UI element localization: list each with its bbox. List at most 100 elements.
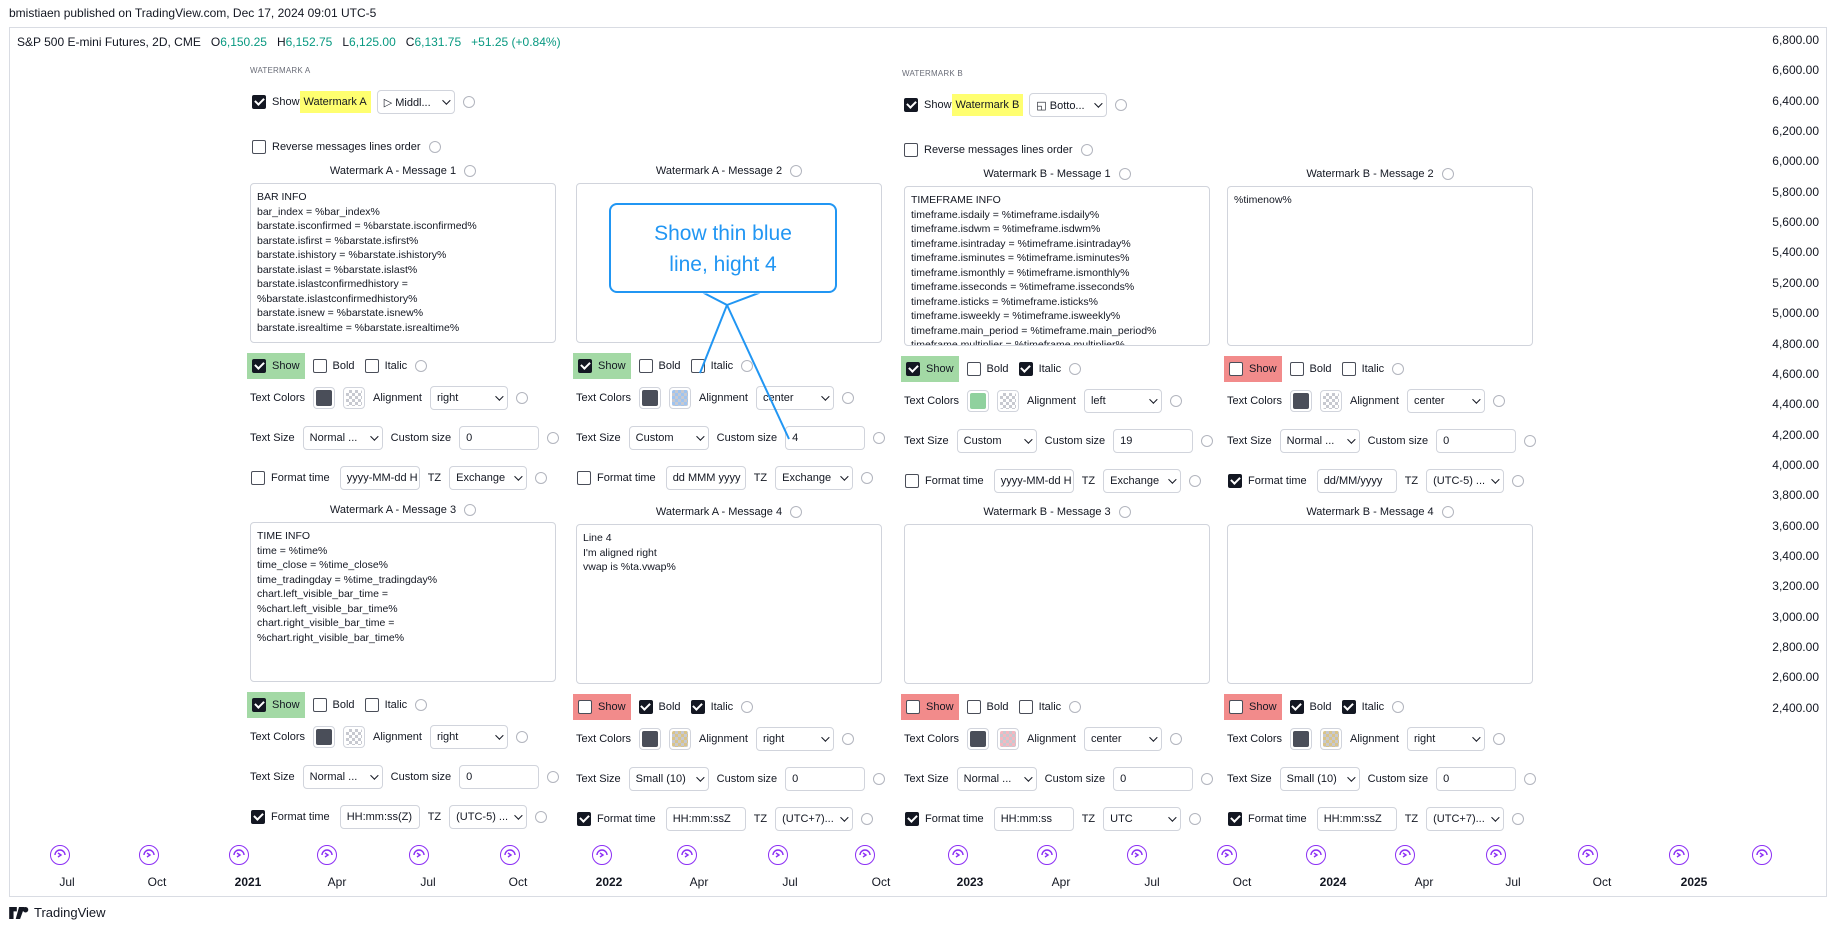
info-icon[interactable]	[535, 811, 548, 823]
dividend-event-icon[interactable]	[1217, 845, 1237, 865]
footer-brand[interactable]: TradingView	[9, 905, 106, 920]
text-size-select[interactable]: Small (10)	[628, 767, 709, 791]
show-watermark-checkbox[interactable]	[904, 98, 918, 112]
text-size-select[interactable]: Custom	[628, 426, 709, 450]
dividend-event-icon[interactable]	[768, 845, 788, 865]
info-icon[interactable]	[741, 701, 754, 713]
background-color-swatch[interactable]	[997, 390, 1020, 412]
timezone-select[interactable]: Exchange	[449, 466, 528, 490]
time-format-input[interactable]: yyyy-MM-dd H	[993, 469, 1074, 493]
info-icon[interactable]	[1118, 506, 1131, 518]
text-color-swatch[interactable]	[967, 390, 990, 412]
info-icon[interactable]	[1492, 733, 1505, 745]
background-color-swatch[interactable]	[1320, 390, 1343, 412]
format-time-checkbox[interactable]	[251, 810, 265, 824]
show-toggle[interactable]: Show	[1224, 694, 1282, 720]
info-icon[interactable]	[428, 141, 441, 153]
time-format-input[interactable]: HH:mm:ss	[993, 807, 1074, 831]
alignment-select[interactable]: left	[1083, 389, 1162, 413]
dividend-event-icon[interactable]	[592, 845, 612, 865]
text-color-swatch[interactable]	[967, 728, 990, 750]
format-time-checkbox[interactable]	[1228, 812, 1242, 826]
dividend-event-icon[interactable]	[1669, 845, 1689, 865]
info-icon[interactable]	[535, 472, 548, 484]
show-checkbox[interactable]	[906, 362, 920, 376]
info-icon[interactable]	[790, 165, 803, 177]
bold-checkbox[interactable]	[638, 700, 653, 714]
dividend-event-icon[interactable]	[1306, 845, 1326, 865]
background-color-swatch[interactable]	[669, 728, 692, 750]
info-icon[interactable]	[1169, 395, 1182, 407]
info-icon[interactable]	[1441, 168, 1454, 180]
show-checkbox[interactable]	[252, 698, 266, 712]
info-icon[interactable]	[547, 771, 560, 783]
show-toggle[interactable]: Show	[247, 353, 305, 379]
info-icon[interactable]	[1441, 506, 1454, 518]
show-checkbox[interactable]	[1229, 700, 1243, 714]
custom-size-input[interactable]: 0	[459, 765, 540, 789]
info-icon[interactable]	[841, 733, 854, 745]
info-icon[interactable]	[464, 504, 477, 516]
info-icon[interactable]	[790, 506, 803, 518]
text-size-select[interactable]: Normal ...	[1279, 429, 1360, 453]
custom-size-input[interactable]: 0	[1436, 429, 1517, 453]
alignment-select[interactable]: right	[755, 727, 834, 751]
dividend-event-icon[interactable]	[229, 845, 249, 865]
format-time-checkbox[interactable]	[251, 471, 265, 485]
dividend-event-icon[interactable]	[1578, 845, 1598, 865]
info-icon[interactable]	[415, 699, 428, 711]
time-format-input[interactable]: dd/MM/yyyy	[1316, 469, 1397, 493]
time-format-input[interactable]: HH:mm:ss(Z)	[339, 805, 420, 829]
show-toggle[interactable]: Show	[573, 353, 631, 379]
custom-size-input[interactable]: 4	[785, 426, 866, 450]
show-toggle[interactable]: Show	[1224, 356, 1282, 382]
format-time-checkbox[interactable]	[577, 471, 591, 485]
info-icon[interactable]	[861, 472, 874, 484]
info-icon[interactable]	[1069, 701, 1082, 713]
text-color-swatch[interactable]	[639, 728, 662, 750]
message-textarea[interactable]: TIMEFRAME INFO timeframe.isdaily = %time…	[904, 186, 1210, 346]
timezone-select[interactable]: (UTC-5) ...	[1426, 469, 1505, 493]
symbol-name[interactable]: S&P 500 E-mini Futures, 2D, CME	[17, 35, 201, 49]
alignment-select[interactable]: right	[1406, 727, 1485, 751]
format-time-checkbox[interactable]	[905, 812, 919, 826]
alignment-select[interactable]: right	[429, 725, 508, 749]
info-icon[interactable]	[1069, 363, 1082, 375]
info-icon[interactable]	[515, 392, 528, 404]
info-icon[interactable]	[1080, 144, 1093, 156]
info-icon[interactable]	[515, 731, 528, 743]
bold-checkbox[interactable]	[966, 362, 981, 376]
info-icon[interactable]	[1118, 168, 1131, 180]
background-color-swatch[interactable]	[997, 728, 1020, 750]
alignment-select[interactable]: center	[1406, 389, 1485, 413]
info-icon[interactable]	[462, 96, 475, 108]
dividend-event-icon[interactable]	[50, 845, 70, 865]
info-icon[interactable]	[1189, 475, 1202, 487]
info-icon[interactable]	[1115, 99, 1128, 111]
info-icon[interactable]	[1524, 773, 1537, 785]
text-color-swatch[interactable]	[313, 387, 336, 409]
info-icon[interactable]	[1512, 475, 1525, 487]
dividend-event-icon[interactable]	[1752, 845, 1772, 865]
custom-size-input[interactable]: 0	[459, 426, 540, 450]
time-axis[interactable]: Jul Oct 2021 Apr Jul Oct 2022 Apr Jul Oct 2023 Apr J…	[10, 870, 1760, 894]
info-icon[interactable]	[873, 773, 886, 785]
custom-size-input[interactable]: 0	[1113, 767, 1194, 791]
text-color-swatch[interactable]	[1290, 728, 1313, 750]
price-axis[interactable]: 6,800.00 6,600.00 6,400.00 6,200.00 6,000.00…	[1762, 27, 1827, 897]
message-textarea[interactable]: TIME INFO time = %time% time_close = %ti…	[250, 522, 556, 682]
dividend-event-icon[interactable]	[500, 845, 520, 865]
info-icon[interactable]	[841, 392, 854, 404]
background-color-swatch[interactable]	[343, 726, 366, 748]
info-icon[interactable]	[1189, 813, 1202, 825]
info-icon[interactable]	[415, 360, 428, 372]
text-size-select[interactable]: Normal ...	[302, 426, 383, 450]
show-checkbox[interactable]	[252, 359, 266, 373]
bold-checkbox[interactable]	[312, 698, 327, 712]
info-icon[interactable]	[464, 165, 477, 177]
show-toggle[interactable]: Show	[901, 694, 959, 720]
timezone-select[interactable]: (UTC+7)...	[1426, 807, 1505, 831]
dividend-event-icon[interactable]	[677, 845, 697, 865]
bold-checkbox[interactable]	[638, 359, 653, 373]
italic-checkbox[interactable]	[364, 359, 379, 373]
